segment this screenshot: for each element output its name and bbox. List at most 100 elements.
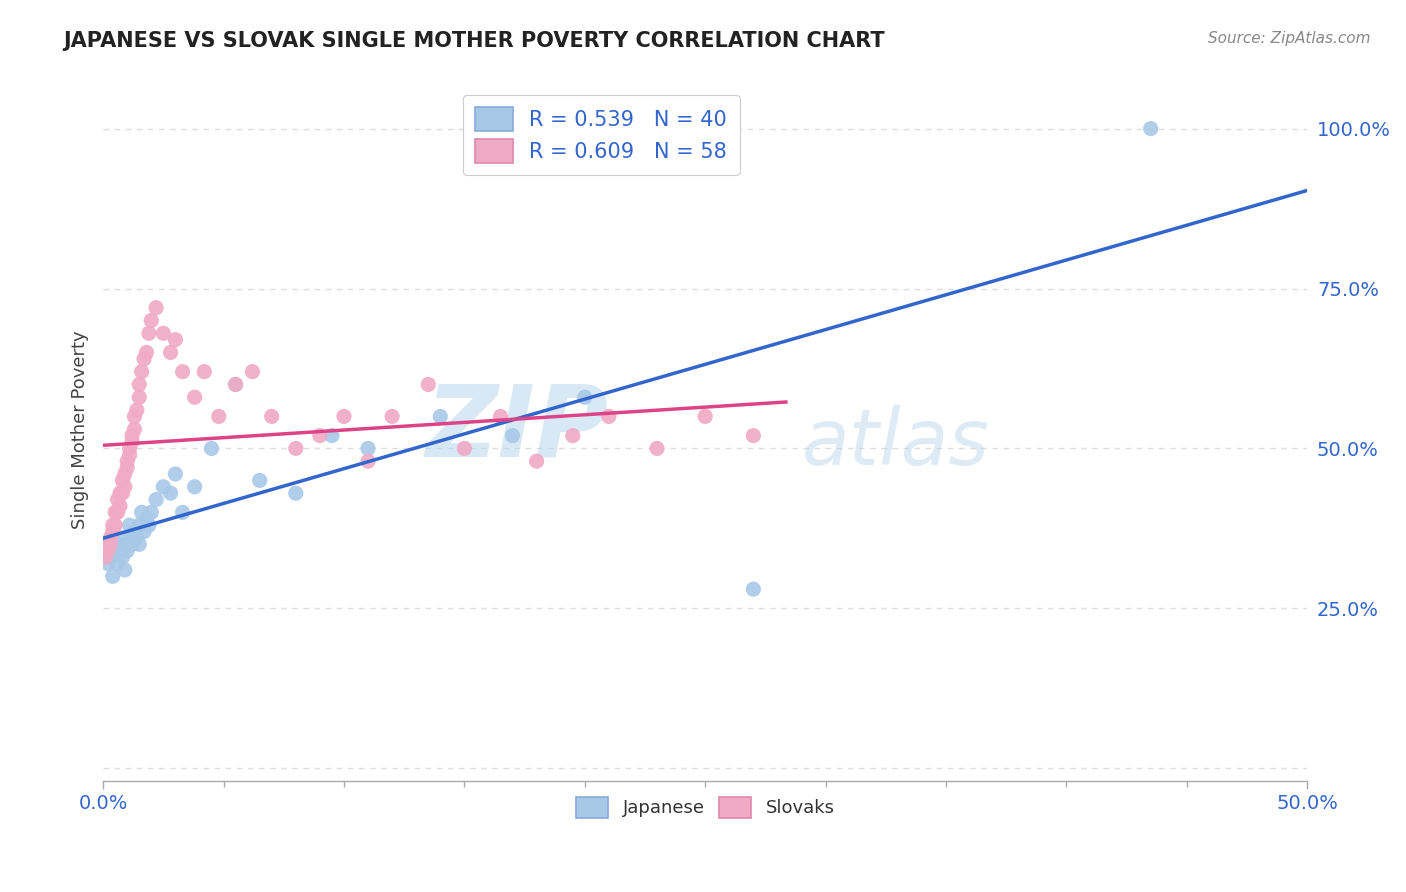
Point <box>284 442 307 456</box>
Point <box>114 467 136 481</box>
Y-axis label: Single Mother Poverty: Single Mother Poverty <box>72 330 89 529</box>
Point <box>193 365 215 379</box>
Point <box>152 326 174 341</box>
Point <box>111 474 134 488</box>
Point <box>183 480 205 494</box>
Point <box>98 537 121 551</box>
Point <box>357 442 380 456</box>
Point <box>98 531 121 545</box>
Point <box>225 377 247 392</box>
Point <box>321 428 343 442</box>
Point <box>284 486 307 500</box>
Point <box>124 409 146 424</box>
Point <box>94 550 117 565</box>
Text: ZIP: ZIP <box>426 381 609 478</box>
Point <box>574 390 596 404</box>
Point <box>141 313 163 327</box>
Point <box>526 454 548 468</box>
Point <box>172 505 194 519</box>
Point <box>104 518 127 533</box>
Point <box>598 409 620 424</box>
Point <box>108 486 131 500</box>
Point <box>115 460 138 475</box>
Point <box>128 390 150 404</box>
Text: Source: ZipAtlas.com: Source: ZipAtlas.com <box>1208 31 1371 46</box>
Point <box>98 550 121 565</box>
Point <box>381 409 404 424</box>
Point <box>172 365 194 379</box>
Point <box>97 537 120 551</box>
Point <box>108 499 131 513</box>
Point <box>145 492 167 507</box>
Point <box>165 467 187 481</box>
Point <box>132 351 155 366</box>
Point <box>104 505 127 519</box>
Point <box>124 422 146 436</box>
Point <box>453 442 475 456</box>
Point <box>118 448 141 462</box>
Point <box>418 377 440 392</box>
Point <box>114 563 136 577</box>
Point <box>742 428 765 442</box>
Point <box>97 557 120 571</box>
Point <box>138 326 160 341</box>
Point <box>145 301 167 315</box>
Point <box>128 518 150 533</box>
Point <box>121 531 143 545</box>
Point <box>1139 121 1161 136</box>
Point <box>159 345 181 359</box>
Point <box>121 537 143 551</box>
Point <box>489 409 512 424</box>
Text: atlas: atlas <box>801 405 990 482</box>
Point <box>101 569 124 583</box>
Point <box>742 582 765 596</box>
Point <box>152 480 174 494</box>
Point <box>695 409 717 424</box>
Point <box>118 518 141 533</box>
Point <box>645 442 668 456</box>
Point <box>561 428 583 442</box>
Point <box>101 518 124 533</box>
Point <box>135 345 157 359</box>
Point <box>132 524 155 539</box>
Point <box>101 524 124 539</box>
Point <box>131 365 153 379</box>
Legend: Japanese, Slovaks: Japanese, Slovaks <box>568 789 842 825</box>
Point <box>165 333 187 347</box>
Point <box>121 435 143 450</box>
Point <box>242 365 264 379</box>
Point <box>121 428 143 442</box>
Point <box>141 505 163 519</box>
Point <box>118 442 141 456</box>
Point <box>135 512 157 526</box>
Point <box>131 505 153 519</box>
Point <box>502 428 524 442</box>
Point <box>115 543 138 558</box>
Point <box>124 524 146 539</box>
Point <box>225 377 247 392</box>
Text: JAPANESE VS SLOVAK SINGLE MOTHER POVERTY CORRELATION CHART: JAPANESE VS SLOVAK SINGLE MOTHER POVERTY… <box>63 31 884 51</box>
Point <box>115 454 138 468</box>
Point <box>125 403 148 417</box>
Point <box>107 505 129 519</box>
Point <box>183 390 205 404</box>
Point <box>128 537 150 551</box>
Point <box>200 442 222 456</box>
Point <box>108 537 131 551</box>
Point <box>114 480 136 494</box>
Point <box>249 474 271 488</box>
Point <box>309 428 332 442</box>
Point <box>429 409 451 424</box>
Point <box>111 531 134 545</box>
Point <box>125 531 148 545</box>
Point <box>260 409 283 424</box>
Point <box>357 454 380 468</box>
Point <box>115 537 138 551</box>
Point <box>107 557 129 571</box>
Point <box>208 409 231 424</box>
Point <box>111 486 134 500</box>
Point <box>138 518 160 533</box>
Point <box>128 377 150 392</box>
Point <box>159 486 181 500</box>
Point <box>104 543 127 558</box>
